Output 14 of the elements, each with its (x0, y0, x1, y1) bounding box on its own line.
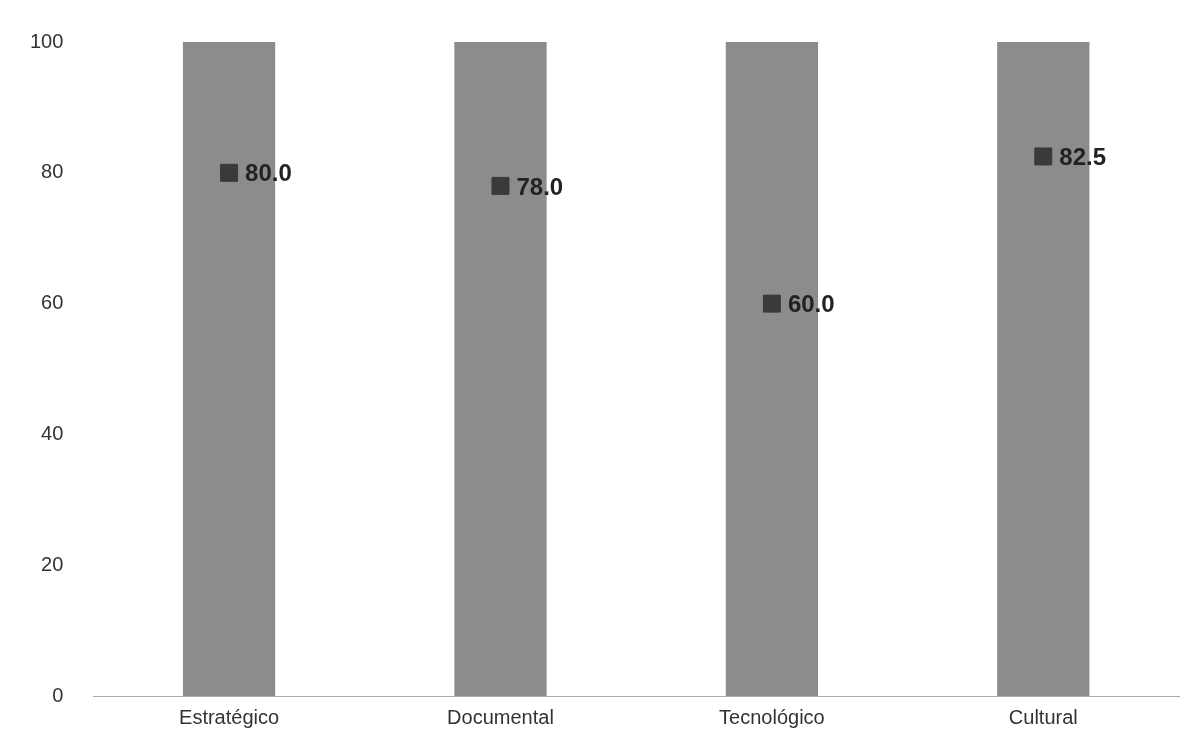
x-tick-label: Tecnológico (719, 705, 825, 728)
y-tick-label: 40 (41, 421, 64, 444)
point (1034, 147, 1053, 166)
point (762, 294, 781, 313)
y-tick-label: 0 (52, 683, 64, 706)
point (491, 176, 510, 195)
x-tick-label: Estratégico (179, 705, 280, 728)
y-tick-label: 80 (41, 160, 64, 183)
y-tick-label: 20 (41, 552, 64, 575)
y-tick-label: 60 (41, 291, 64, 314)
x-tick-label: Documental (447, 705, 554, 728)
y-tick-label: 100 (29, 29, 64, 52)
point (220, 163, 239, 182)
x-tick-label: Cultural (1008, 705, 1078, 728)
